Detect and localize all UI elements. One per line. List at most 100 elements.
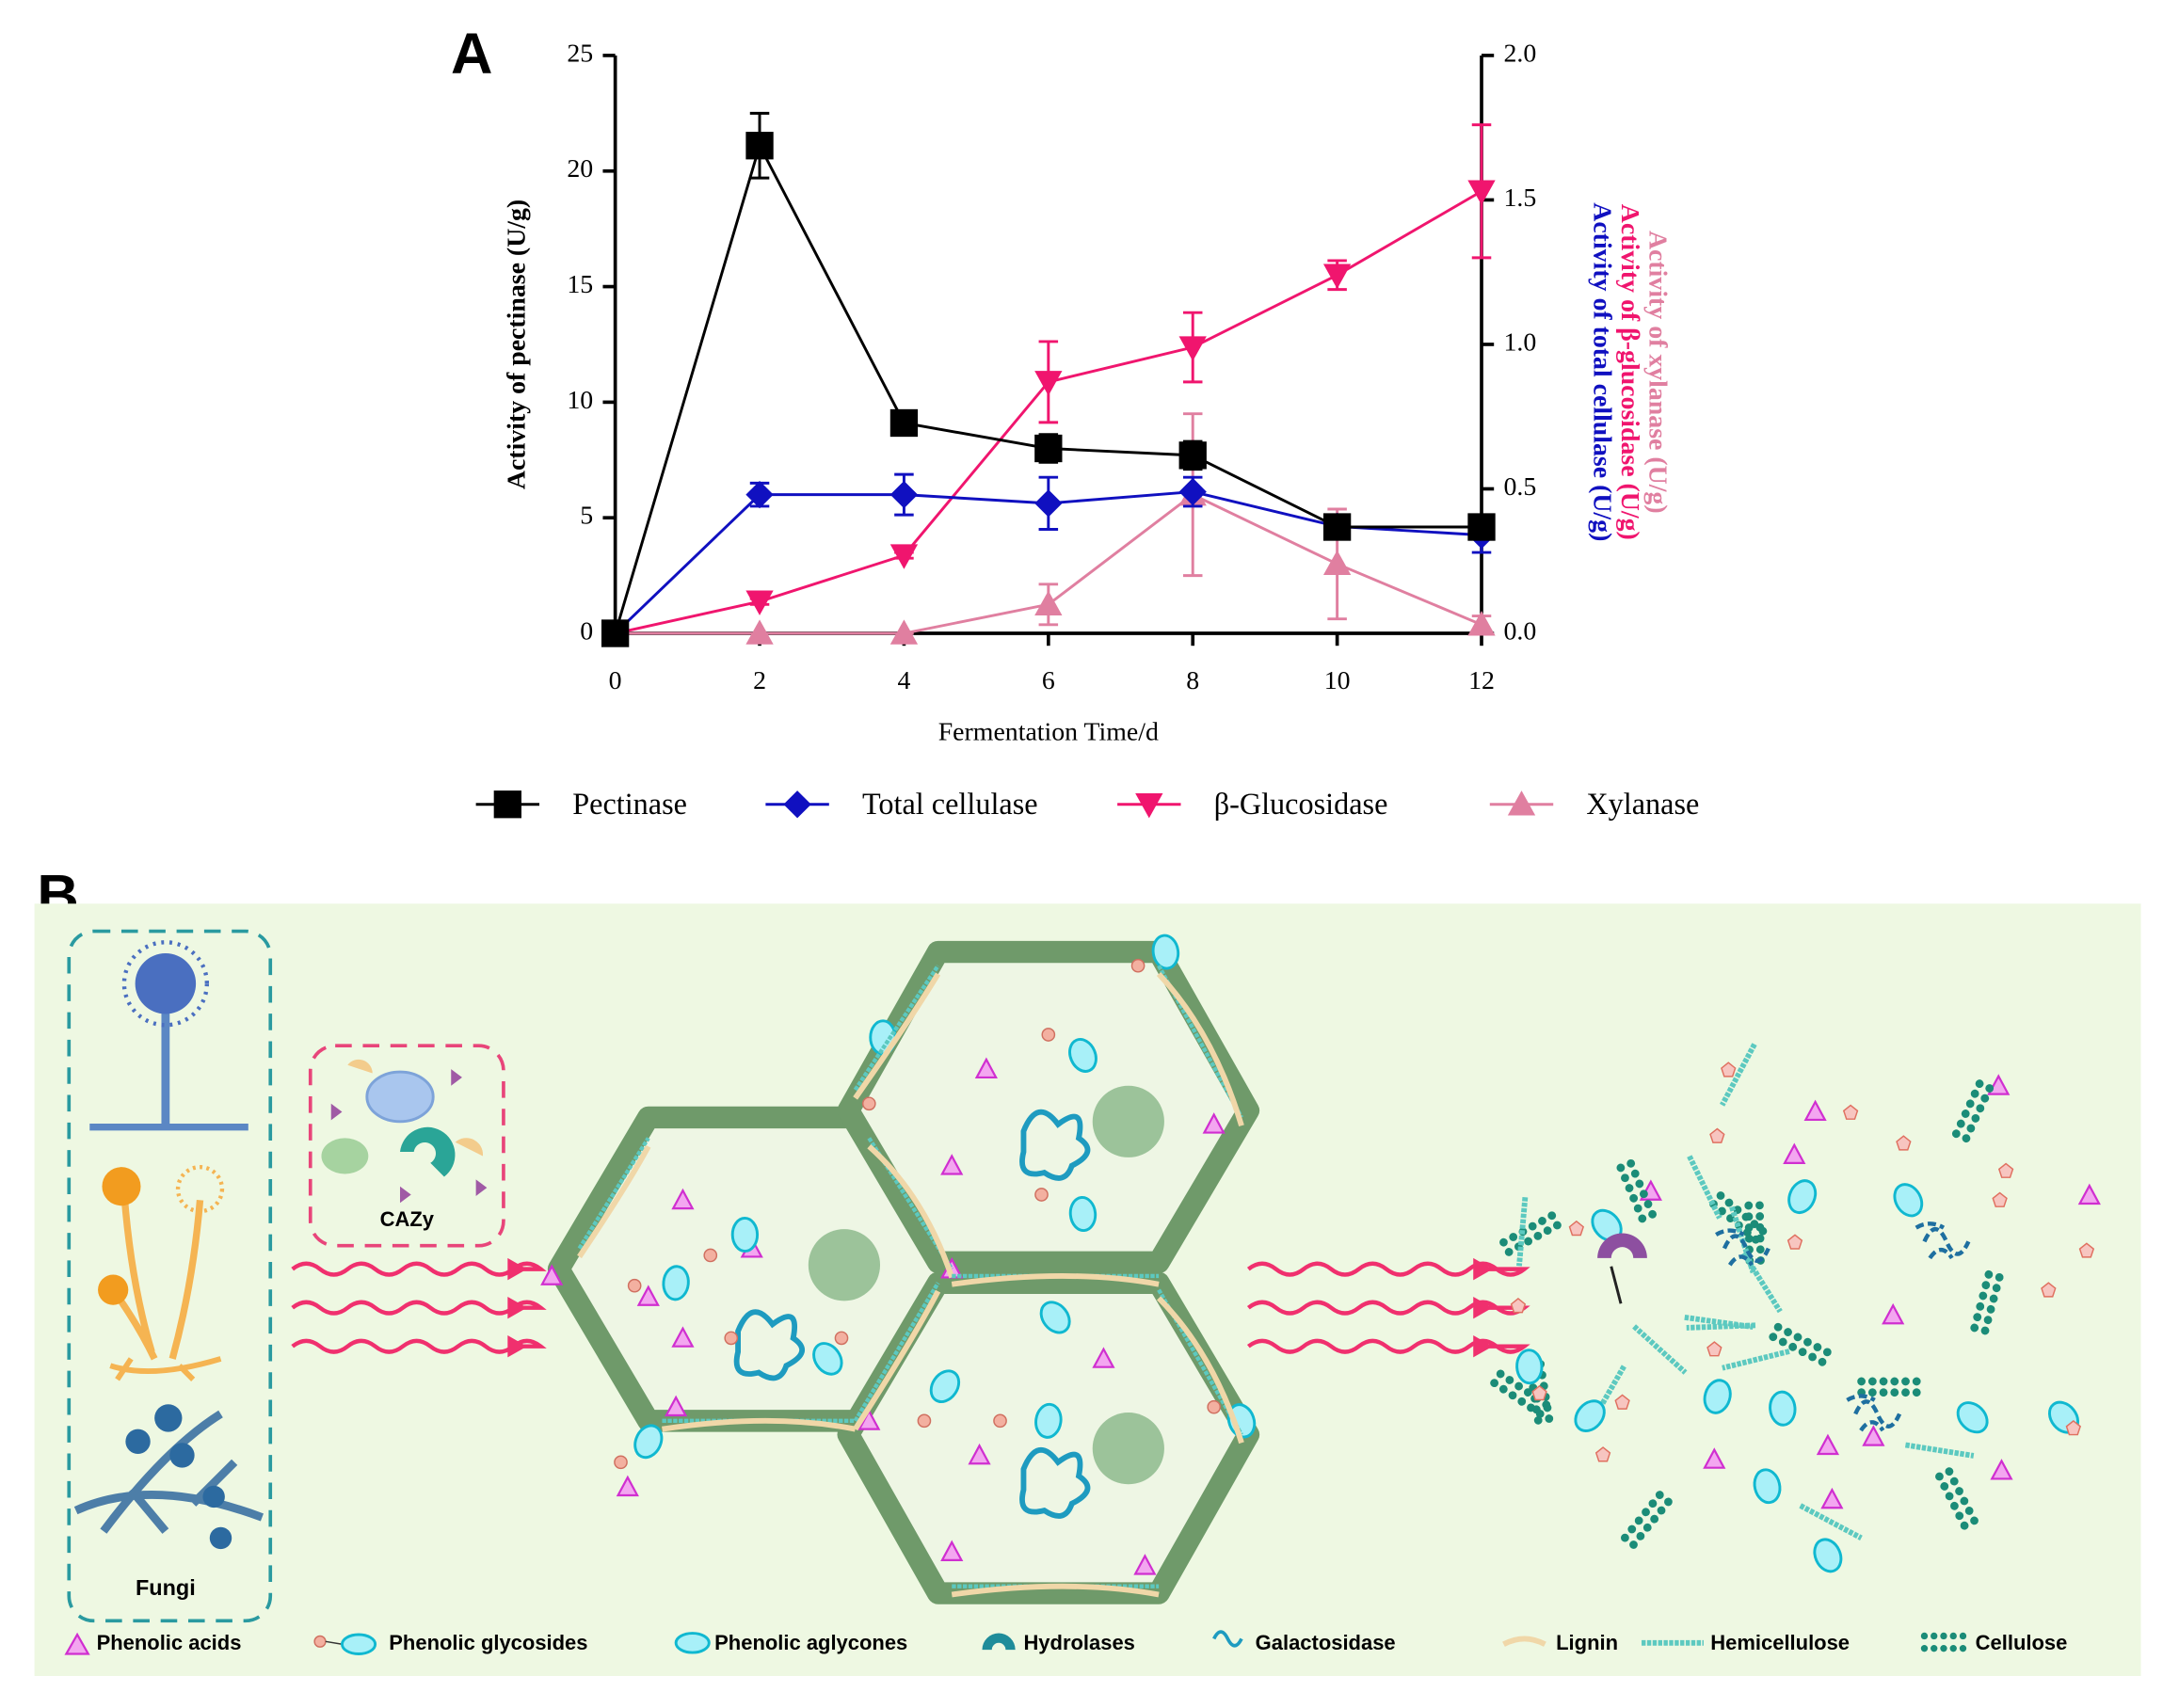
phenolic-aglycone — [730, 1216, 760, 1253]
phenolic-aglycone — [633, 1424, 664, 1460]
cellulose-unit — [1788, 1342, 1798, 1351]
lignin — [1156, 972, 1244, 1127]
lignin — [853, 972, 941, 1100]
hemicellulose-fragment — [1632, 1324, 1688, 1375]
cellulose-unit — [1633, 1204, 1642, 1213]
cellulose-unit — [1724, 1198, 1734, 1207]
cellulose-unit — [1755, 1201, 1764, 1210]
sugar — [834, 1331, 849, 1346]
cellulose-unit — [1769, 1333, 1778, 1342]
sugar-pentagon — [1614, 1394, 1630, 1410]
phenolic-acid — [1820, 1487, 1844, 1509]
cellulose-unit — [1643, 1200, 1653, 1208]
cellulose-unit — [1743, 1228, 1752, 1237]
x-tick-label: 0 — [609, 666, 622, 695]
phenolic-aglycone — [1769, 1390, 1797, 1427]
phenolic-acid — [671, 1326, 695, 1348]
phenolic-acid — [1803, 1099, 1827, 1122]
cellulose-unit — [1979, 1291, 1988, 1301]
galactosidase — [1846, 1394, 1902, 1432]
diagram-legend-label: Cellulose — [1976, 1631, 2068, 1654]
phenolic-acid — [1990, 1459, 2013, 1480]
sugar-pentagon — [1594, 1446, 1611, 1462]
cellulose-unit — [1857, 1377, 1867, 1386]
cellulose-fragment — [1616, 1158, 1657, 1223]
marker — [1322, 513, 1352, 541]
hemicellulose — [853, 1282, 940, 1422]
panel-label: A — [451, 22, 492, 87]
cellulose-unit — [1983, 1316, 1993, 1325]
marker — [1178, 336, 1207, 361]
lignin — [577, 1144, 651, 1259]
cellulose-unit — [1750, 1220, 1759, 1229]
cleavage-arrow — [1610, 1266, 1623, 1304]
cellulose-unit — [1965, 1099, 1975, 1109]
sugar — [1207, 1399, 1222, 1414]
cellulose-unit — [1642, 1523, 1652, 1532]
phenolic-aglycone — [1753, 1468, 1782, 1505]
sugar — [917, 1413, 932, 1429]
marker — [1034, 590, 1063, 616]
cellulose-unit — [1970, 1089, 1979, 1098]
cellulose-unit — [1912, 1377, 1921, 1386]
marker — [1467, 180, 1496, 205]
cellulose-unit — [1630, 1169, 1640, 1178]
hemicellulose-fragment — [1687, 1155, 1722, 1220]
sugar-pentagon — [1896, 1135, 1912, 1151]
cellulose-unit — [1822, 1348, 1832, 1357]
lignin — [662, 1417, 857, 1432]
cazy-label: CAZy — [380, 1207, 435, 1231]
x-tick-label: 6 — [1042, 666, 1055, 695]
phenolic-acid — [1092, 1347, 1115, 1368]
phenolic-acid — [1987, 1074, 2011, 1095]
marker — [1034, 371, 1063, 396]
marker — [1467, 611, 1496, 636]
sugar-pentagon — [1531, 1384, 1547, 1401]
cellulose-unit — [1808, 1352, 1817, 1362]
cellulose-unit — [1803, 1337, 1812, 1347]
hemicellulose — [853, 964, 940, 1092]
phenolic-acid — [2077, 1183, 2101, 1205]
cellulose-unit — [1505, 1376, 1514, 1384]
cellulose-unit — [1975, 1079, 1984, 1088]
phenolic-aglycone — [662, 1265, 690, 1301]
sugar-pentagon — [1709, 1127, 1725, 1143]
fungi-box — [67, 929, 273, 1623]
cellulose-unit — [1650, 1514, 1659, 1524]
hemicellulose-fragment — [1720, 1043, 1757, 1107]
hemicellulose — [577, 1137, 650, 1250]
phenolic-aglycone — [1068, 1038, 1098, 1073]
cellulose-unit — [1778, 1337, 1787, 1347]
y2-axis-label: Activity of total cellulase (U/g) — [1588, 202, 1617, 541]
lignin — [1156, 1296, 1244, 1445]
cellulose-unit — [1879, 1377, 1888, 1386]
marker — [1322, 550, 1352, 576]
cellulose-unit — [1490, 1379, 1498, 1388]
cellulose-unit — [1634, 1516, 1643, 1525]
legend-icons — [64, 1630, 1967, 1655]
cellulose-unit — [1504, 1248, 1514, 1256]
cellulose-unit — [1867, 1377, 1877, 1386]
y2-tick-label: 0.5 — [1503, 472, 1536, 502]
cellulose-unit — [1509, 1233, 1518, 1241]
y-tick-label: 0 — [580, 616, 593, 646]
cellulose-unit — [1949, 1477, 1959, 1486]
phenolic-aglycone — [1574, 1399, 1606, 1432]
cellulose-unit — [1629, 1540, 1638, 1549]
cellulose-unit — [1751, 1235, 1760, 1244]
hemicellulose-fragment — [1516, 1196, 1529, 1267]
hemicellulose-fragment — [1722, 1349, 1790, 1371]
cellulose-unit — [1980, 1326, 1990, 1335]
marker — [889, 619, 919, 645]
y-tick-label: 20 — [567, 154, 593, 184]
fragments — [540, 934, 2101, 1598]
cellulose-unit — [1553, 1221, 1562, 1230]
phenolic-aglycone — [1813, 1538, 1843, 1573]
cellulose-unit — [1638, 1214, 1647, 1223]
x-tick-label: 8 — [1186, 666, 1199, 695]
legend-label: Pectinase — [572, 787, 687, 821]
marker — [1322, 263, 1352, 289]
cellulose-unit — [1626, 1158, 1636, 1168]
sugar — [703, 1248, 718, 1263]
